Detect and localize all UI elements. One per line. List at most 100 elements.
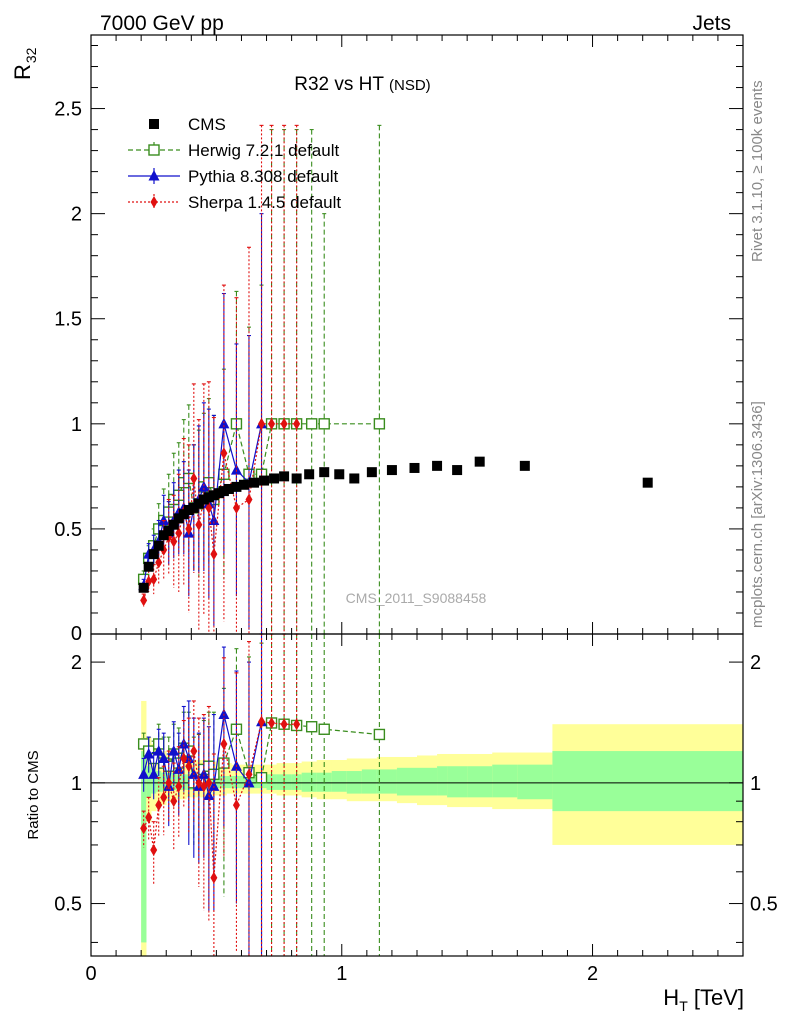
data-point <box>280 718 288 731</box>
data-point <box>168 519 179 530</box>
data-point <box>190 472 198 485</box>
ratio-y-axis-title: Ratio to CMS <box>25 750 42 839</box>
data-point <box>280 417 288 430</box>
data-point <box>188 502 199 513</box>
legend-marker <box>148 170 160 181</box>
series-line <box>143 423 297 601</box>
data-point <box>153 540 164 551</box>
header-process: Jets <box>692 12 731 35</box>
uncertainty-band-green <box>346 771 363 794</box>
data-point <box>150 573 158 586</box>
ratio-y-tick-label: 0.5 <box>54 894 82 916</box>
uncertainty-band-green <box>141 751 147 943</box>
ratio-plot-content <box>137 633 386 956</box>
data-point <box>153 745 165 756</box>
x-tick-label: 2 <box>587 963 598 985</box>
data-point <box>168 745 180 756</box>
data-point <box>138 768 150 779</box>
data-point <box>173 513 184 524</box>
data-point <box>304 469 315 480</box>
analysis-watermark: CMS_2011_S9088458 <box>346 590 487 606</box>
data-point <box>170 795 178 808</box>
uncertainty-band-green <box>251 775 257 789</box>
data-point <box>318 723 330 735</box>
data-point <box>160 791 168 804</box>
y-axis-title-main: R <box>10 64 35 80</box>
data-point <box>155 799 163 812</box>
data-point <box>213 488 224 499</box>
legend-marker <box>150 196 158 208</box>
data-point <box>150 843 158 856</box>
legend-label: CMS <box>188 115 226 134</box>
data-point <box>373 728 386 741</box>
uncertainty-band-green <box>361 769 378 794</box>
x-axis-title-sub: T <box>679 998 688 1014</box>
x-axis-title-main: H <box>663 985 679 1010</box>
data-point <box>178 737 190 749</box>
data-point <box>386 465 397 476</box>
data-point <box>178 509 189 520</box>
y-tick-label: 2 <box>71 204 82 226</box>
data-point <box>175 780 183 793</box>
uncertainty-band-green <box>437 766 448 796</box>
chart-title: R32 vs HT <box>294 74 384 95</box>
data-point <box>140 594 148 607</box>
data-point <box>258 715 266 728</box>
data-point <box>175 527 183 540</box>
uncertainty-band-green <box>447 766 468 798</box>
y-tick-label: 1.5 <box>54 309 82 331</box>
legend: CMS Herwig 7.2.1 default Pythia 8.308 defa… <box>128 115 341 212</box>
uncertainty-band-green <box>492 764 518 798</box>
data-point <box>259 475 270 486</box>
data-point <box>223 483 234 494</box>
uncertainty-band-green <box>331 771 348 792</box>
data-point <box>269 473 280 484</box>
data-point <box>180 752 188 765</box>
data-point <box>143 561 154 572</box>
data-point <box>519 460 530 471</box>
data-point <box>305 721 318 733</box>
data-point <box>198 480 210 492</box>
chart-title-sub: (NSD) <box>389 77 431 94</box>
ratio-y-tick-label-right: 2 <box>750 652 761 674</box>
uncertainty-band-green <box>467 766 493 798</box>
series-sherpa <box>140 633 301 956</box>
uncertainty-band-green <box>301 772 317 792</box>
data-point <box>143 747 155 759</box>
main-plot-content <box>137 124 653 634</box>
uncertainty-band-green <box>146 766 152 798</box>
data-point <box>190 745 198 758</box>
data-point <box>165 776 173 789</box>
data-point <box>258 417 266 430</box>
data-point <box>318 418 330 430</box>
data-point <box>205 776 213 789</box>
data-point <box>208 780 220 791</box>
y-tick-label: 0.5 <box>54 519 82 541</box>
data-point <box>198 768 210 779</box>
data-point <box>279 471 290 482</box>
y-tick-label: 2.5 <box>54 99 82 121</box>
uncertainty-band-green <box>396 767 418 796</box>
data-point <box>218 708 230 720</box>
data-point <box>268 417 276 430</box>
x-axis-title: HT [TeV] <box>663 985 744 1014</box>
y-axis-title-sub: 32 <box>23 47 39 63</box>
data-point <box>200 780 208 793</box>
ratio-y-tick-label: 2 <box>71 652 82 674</box>
data-point <box>291 473 302 484</box>
data-point <box>373 418 386 430</box>
legend-marker <box>148 144 160 156</box>
data-point <box>432 460 443 471</box>
data-point <box>452 465 463 476</box>
data-point <box>195 518 203 531</box>
legend-label: Sherpa 1.4.5 default <box>188 193 341 212</box>
rivet-version-text: Rivet 3.1.10, ≥ 100k events <box>749 80 766 262</box>
uncertainty-band-green <box>552 751 744 812</box>
data-point <box>210 871 218 884</box>
data-point <box>148 549 159 560</box>
data-point <box>245 493 253 506</box>
data-point <box>305 418 318 430</box>
data-point <box>208 490 219 501</box>
data-point <box>140 822 148 835</box>
